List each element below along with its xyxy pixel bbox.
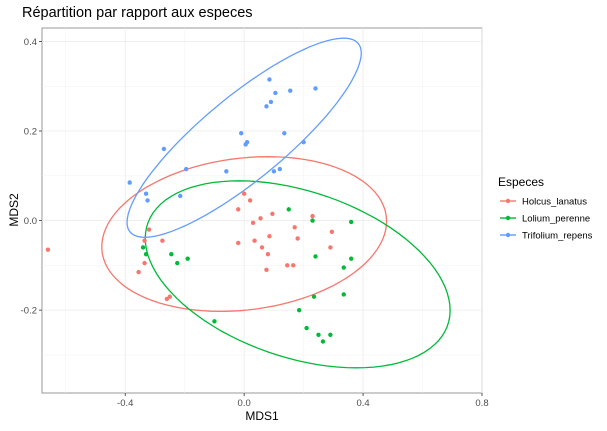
point-trifolium-repens [282, 131, 286, 135]
x-axis: -0.4 0.0 0.4 0.8 [117, 393, 489, 409]
point-holcus-lanatus [260, 245, 264, 249]
legend-label-trifolium-repens: Trifolium_repens [522, 231, 593, 242]
point-holcus-lanatus [142, 239, 146, 243]
point-lolium-perenne [321, 339, 325, 343]
point-lolium-perenne [316, 333, 320, 337]
point-holcus-lanatus [248, 198, 252, 202]
chart-title: Répartition par rapport aux especes [22, 5, 253, 21]
point-trifolium-repens [245, 140, 249, 144]
point-holcus-lanatus [142, 261, 146, 265]
point-holcus-lanatus [330, 230, 334, 234]
point-lolium-perenne [328, 333, 332, 337]
point-lolium-perenne [175, 261, 179, 265]
point-holcus-lanatus [136, 270, 140, 274]
point-holcus-lanatus [147, 227, 151, 231]
y-tick-label: -0.2 [21, 306, 37, 317]
point-holcus-lanatus [285, 263, 289, 267]
point-lolium-perenne [169, 252, 173, 256]
legend-label-lolium-perenne: Lolium_perenne [522, 214, 590, 225]
point-lolium-perenne [287, 207, 291, 211]
y-axis-title: MDS2 [7, 193, 21, 227]
point-lolium-perenne [310, 218, 314, 222]
point-holcus-lanatus [291, 263, 295, 267]
point-lolium-perenne [304, 326, 308, 330]
point-holcus-lanatus [236, 207, 240, 211]
point-holcus-lanatus [264, 268, 268, 272]
point-lolium-perenne [144, 252, 148, 256]
x-axis-title: MDS1 [245, 409, 279, 423]
point-lolium-perenne [349, 256, 353, 260]
x-tick-label: 0.8 [475, 398, 488, 409]
point-lolium-perenne [141, 245, 145, 249]
plot-panel [42, 28, 482, 393]
point-holcus-lanatus [160, 239, 164, 243]
point-trifolium-repens [162, 147, 166, 151]
y-axis: -0.2 0.0 0.2 0.4 [21, 37, 42, 317]
point-trifolium-repens [144, 192, 148, 196]
x-tick-label: 0.0 [238, 398, 251, 409]
point-holcus-lanatus [242, 192, 246, 196]
point-holcus-lanatus [270, 212, 274, 216]
point-lolium-perenne [185, 256, 189, 260]
point-trifolium-repens [313, 86, 317, 90]
point-lolium-perenne [297, 308, 301, 312]
point-holcus-lanatus [293, 225, 297, 229]
point-trifolium-repens [288, 88, 292, 92]
point-lolium-perenne [342, 265, 346, 269]
point-lolium-perenne [312, 295, 316, 299]
point-lolium-perenne [313, 254, 317, 258]
legend-label-holcus-lanatus: Holcus_lanatus [522, 197, 587, 208]
point-trifolium-repens [272, 169, 276, 173]
x-tick-label: 0.4 [356, 398, 369, 409]
point-holcus-lanatus [236, 241, 240, 245]
point-holcus-lanatus [295, 236, 299, 240]
point-trifolium-repens [278, 167, 282, 171]
point-holcus-lanatus [168, 295, 172, 299]
y-tick-label: 0.4 [24, 37, 37, 48]
point-lolium-perenne [349, 220, 353, 224]
legend-marker-holcus-lanatus [506, 199, 510, 203]
point-trifolium-repens [264, 104, 268, 108]
y-tick-label: 0.2 [24, 127, 37, 138]
point-holcus-lanatus [252, 239, 256, 243]
point-trifolium-repens [301, 140, 305, 144]
point-holcus-lanatus [310, 214, 314, 218]
point-holcus-lanatus [251, 221, 255, 225]
x-tick-label: -0.4 [117, 398, 133, 409]
point-trifolium-repens [184, 167, 188, 171]
point-lolium-perenne [212, 319, 216, 323]
point-trifolium-repens [269, 100, 273, 104]
point-trifolium-repens [145, 198, 149, 202]
point-trifolium-repens [239, 131, 243, 135]
legend-marker-lolium-perenne [506, 216, 510, 220]
point-trifolium-repens [267, 77, 271, 81]
legend-title: Especes [498, 175, 544, 189]
point-holcus-lanatus [266, 252, 270, 256]
point-holcus-lanatus [258, 216, 262, 220]
legend-marker-trifolium-repens [506, 233, 510, 237]
point-holcus-lanatus [267, 234, 271, 238]
legend: Especes Holcus_lanatus Lolium_perenne Trif… [498, 175, 593, 242]
point-trifolium-repens [273, 91, 277, 95]
point-holcus-lanatus [46, 247, 50, 251]
y-tick-label: 0.0 [24, 216, 37, 227]
point-lolium-perenne [342, 292, 346, 296]
point-trifolium-repens [224, 169, 228, 173]
point-holcus-lanatus [328, 245, 332, 249]
point-trifolium-repens [128, 180, 132, 184]
point-trifolium-repens [178, 194, 182, 198]
